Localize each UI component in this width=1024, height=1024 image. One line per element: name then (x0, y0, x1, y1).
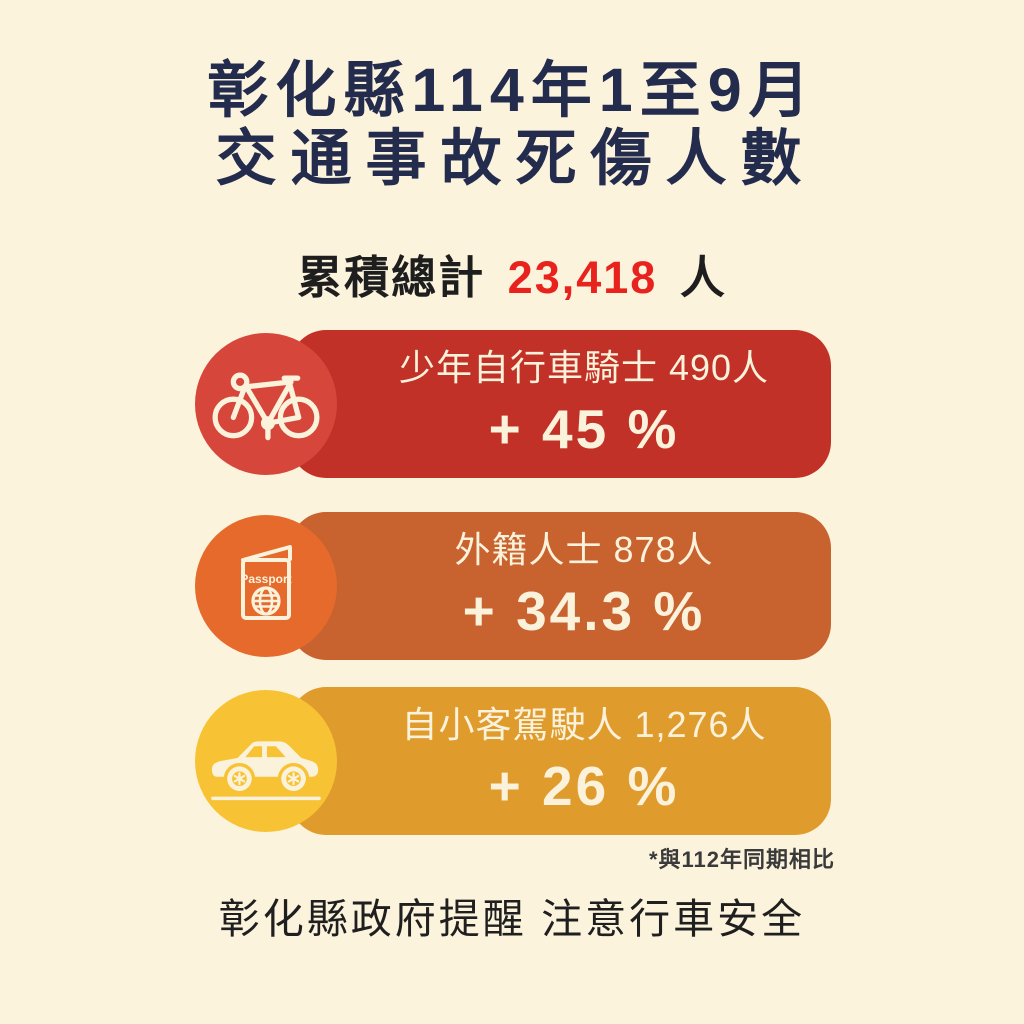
comparison-footnote: *與112年同期相比 (648, 847, 835, 872)
title-line-1: 彰化縣114年1至9月 (207, 56, 817, 124)
bicycle-icon (208, 356, 324, 452)
stat-pill (290, 687, 831, 835)
cumulative-total-label: 累積總計 (297, 252, 486, 303)
stat-bar-bicycle: 少年自行車騎士 490人 + 45 % (195, 330, 831, 478)
stat-label: 少年自行車騎士 490人 (398, 347, 770, 389)
cumulative-total: 累積總計 23,418 人 (0, 241, 1024, 306)
title-line-2: 交通事故死傷人數 (215, 123, 816, 192)
page-title: 彰化縣114年1至9月 交通事故死傷人數 (0, 56, 1024, 192)
stat-bar-foreigners: Passport 外籍人士 878人 + 34.3 % (195, 512, 831, 660)
stat-text: 外籍人士 878人 + 34.3 % (345, 512, 823, 660)
stat-badge: Passport (195, 515, 337, 657)
safety-reminder: 彰化縣政府提醒 注意行車安全 (218, 896, 806, 942)
stat-text: 少年自行車騎士 490人 + 45 % (345, 330, 823, 478)
stat-badge (195, 690, 337, 832)
stat-bar-car-drivers: 自小客駕駛人 1,276人 + 26 % (195, 687, 831, 835)
stat-label: 外籍人士 878人 (454, 529, 714, 571)
stat-change: + 34.3 % (462, 579, 706, 642)
stat-change: + 26 % (488, 754, 680, 817)
stat-pill (290, 330, 831, 478)
stat-pill (290, 512, 831, 660)
stat-badge (195, 333, 337, 475)
stat-label: 自小客駕駛人 1,276人 (401, 704, 767, 746)
stat-change: + 45 % (488, 397, 680, 460)
cumulative-total-unit: 人 (679, 252, 727, 303)
car-icon (207, 715, 325, 807)
cumulative-total-value: 23,418 (507, 252, 658, 303)
passport-icon: Passport (216, 536, 316, 636)
stat-text: 自小客駕駛人 1,276人 + 26 % (345, 687, 823, 835)
passport-icon-text: Passport (240, 572, 291, 586)
